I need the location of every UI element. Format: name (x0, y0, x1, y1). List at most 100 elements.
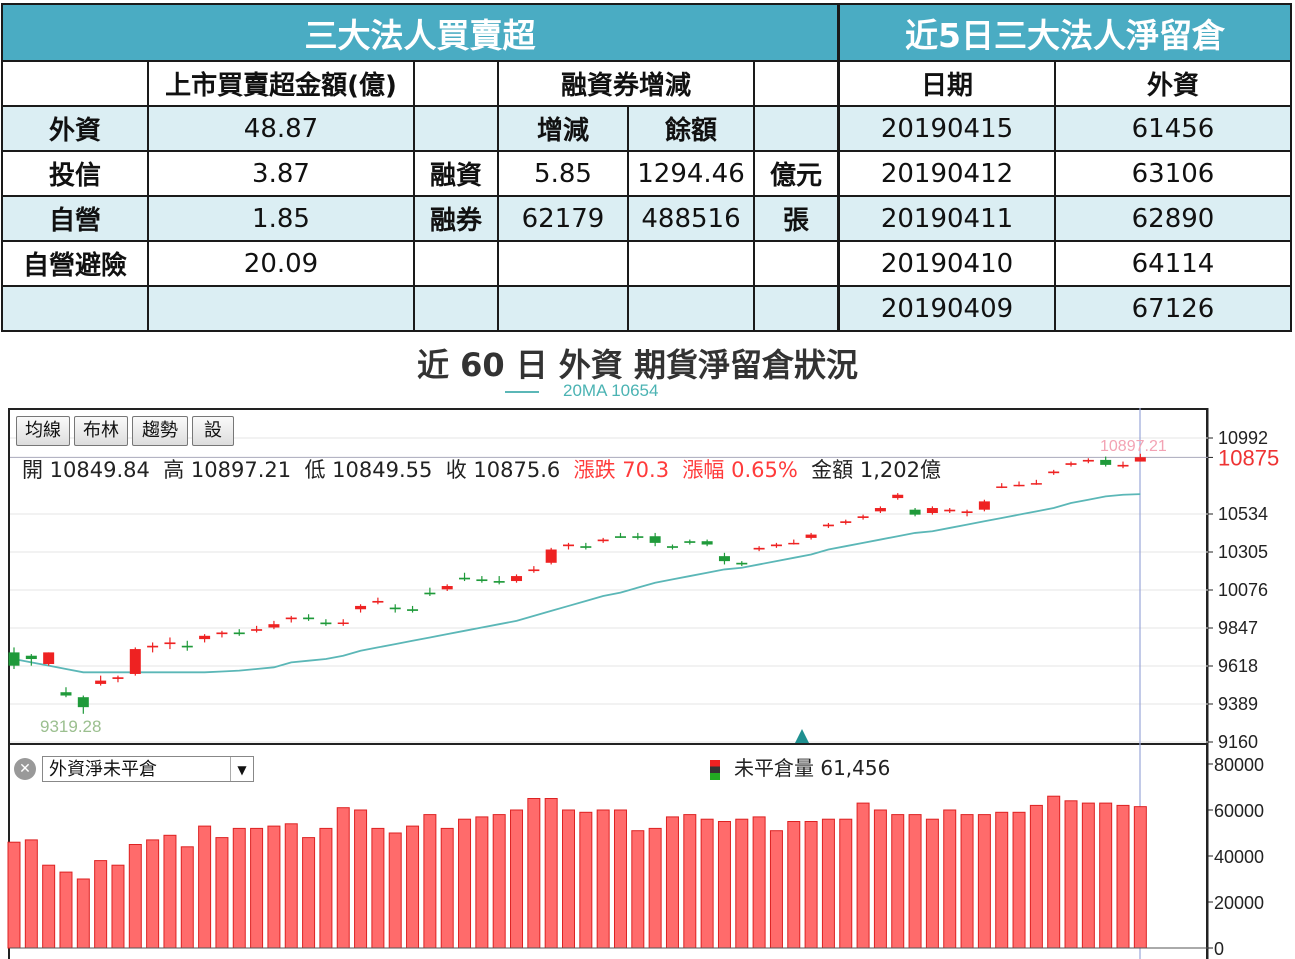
oi-bar (735, 818, 749, 949)
settings-button[interactable]: 設 (192, 416, 234, 446)
value-cell: 67126 (1054, 285, 1292, 332)
candle-body (181, 645, 193, 648)
candle-body (43, 652, 55, 665)
candle-body (684, 541, 696, 543)
oi-bar (1081, 802, 1095, 949)
indicator-select[interactable]: 外資淨未平倉 ▼ (42, 756, 254, 782)
candle-body (25, 655, 37, 660)
chevron-down-icon[interactable]: ▼ (230, 757, 253, 781)
oi-bar (475, 816, 489, 949)
margin-change: 5.85 (497, 150, 629, 197)
margin-change: 62179 (497, 195, 629, 242)
oi-bar (1116, 804, 1130, 949)
oi-bar (943, 809, 957, 949)
candle-body (926, 508, 938, 514)
oi-bar (94, 860, 108, 949)
oi-bar (388, 832, 402, 949)
pct-value: 漲幅 0.65% (682, 458, 798, 482)
candle-body (8, 652, 20, 666)
amount-cell: 20.09 (147, 240, 415, 287)
candle-body (718, 556, 730, 562)
oi-bar (163, 834, 177, 949)
candle-body (649, 536, 661, 543)
oi-bar (42, 864, 56, 949)
candle-body (147, 645, 159, 648)
oi-bar (717, 821, 731, 949)
col-margin-header: 融資券增減 (497, 60, 755, 107)
candle-body (268, 624, 280, 628)
sub-balance-header: 餘額 (627, 105, 755, 152)
ma20-line (13, 493, 1141, 674)
candle-body (60, 692, 72, 696)
chart-panel (8, 408, 1208, 959)
oi-bar (354, 809, 368, 949)
date-cell: 20190415 (838, 105, 1056, 152)
margin-balance: 1294.46 (627, 150, 755, 197)
high-value: 高 10897.21 (163, 458, 292, 482)
candle-body (1065, 463, 1077, 465)
vol-y-tick-label: 60000 (1214, 801, 1264, 821)
candle-body (909, 509, 921, 515)
oi-bar (596, 809, 610, 949)
y-tick-label: 10076 (1218, 580, 1268, 600)
open-value: 開 10849.84 (22, 458, 150, 482)
amount-cell: 48.87 (147, 105, 415, 152)
candle-body (459, 577, 471, 580)
candle-body (1013, 484, 1025, 487)
marker-triangle-icon (795, 729, 809, 743)
oi-bar (267, 825, 281, 949)
oi-bar (302, 837, 316, 949)
candle-body (666, 546, 678, 548)
y-tick-label: 9847 (1218, 618, 1258, 638)
ma-button[interactable]: 均線 (16, 416, 70, 446)
date-cell: 20190410 (838, 240, 1056, 287)
oi-bar (925, 818, 939, 949)
oi-bar (1099, 802, 1113, 949)
oi-bar (198, 825, 212, 949)
trend-button[interactable]: 趨勢 (132, 416, 188, 446)
sub-change-header: 增減 (497, 105, 629, 152)
low-annotation: 9319.28 (40, 717, 101, 736)
bollinger-button[interactable]: 布林 (74, 416, 128, 446)
ma-legend-line (505, 390, 539, 393)
oi-bar (579, 811, 593, 949)
row-label: 外資 (1, 105, 149, 152)
candle-body (822, 524, 834, 527)
oi-bar (856, 802, 870, 949)
vol-y-tick-label: 40000 (1214, 847, 1264, 867)
oi-bar (977, 814, 991, 949)
y-tick-label: 9160 (1218, 732, 1258, 752)
vol-y-tick-label: 80000 (1214, 755, 1264, 775)
oi-bar (423, 814, 437, 949)
ma-legend-text: 20MA 10654 (563, 381, 659, 400)
y-tick-label: 10875 (1218, 445, 1279, 470)
candle-body (874, 508, 886, 512)
oi-bar (665, 816, 679, 949)
candle-body (1030, 483, 1042, 485)
candle-body (337, 622, 349, 625)
close-icon[interactable]: ✕ (14, 758, 36, 780)
oi-bar (1064, 800, 1078, 949)
candle-body (1134, 457, 1146, 462)
oi-bar (371, 827, 385, 949)
date-cell: 20190412 (838, 150, 1056, 197)
ma-legend: 20MA 10654 (505, 381, 658, 401)
oi-legend-text: 未平倉量 61,456 (734, 756, 891, 780)
vol-y-tick-label: 0 (1214, 939, 1224, 959)
candle-body (112, 677, 124, 679)
margin-label: 融券 (413, 195, 499, 242)
oi-bar (683, 814, 697, 949)
candle-body (753, 547, 765, 550)
net-position-table: 近5日三大法人淨留倉 日期 外資 20190415 61456 20190412 6… (838, 3, 1292, 332)
chart-title: 近 60 日 外資 期貨淨留倉狀況 (416, 346, 859, 384)
candle-body (251, 629, 263, 631)
candle-body (944, 509, 956, 512)
candle-body (372, 600, 384, 603)
candle-body (285, 617, 297, 620)
col-foreign-header: 外資 (1054, 60, 1292, 107)
candle-body (892, 494, 904, 499)
value-cell: 61456 (1054, 105, 1292, 152)
value-cell: 64114 (1054, 240, 1292, 287)
candle-body (857, 516, 869, 518)
candle-body (164, 642, 176, 645)
